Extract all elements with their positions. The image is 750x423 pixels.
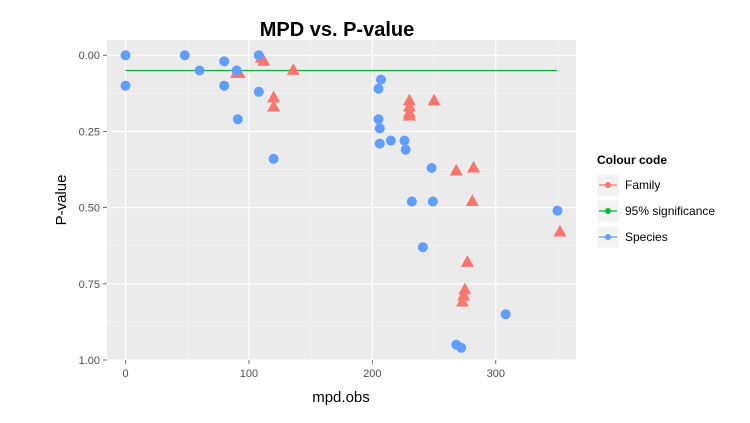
family-point — [455, 294, 469, 307]
species-point — [120, 80, 131, 91]
species-point — [406, 196, 417, 207]
y-tick-label: 0.00 — [79, 50, 100, 62]
legend: Colour code Family 95% significance Specie… — [596, 153, 715, 249]
species-point — [399, 135, 410, 146]
y-axis-title: P-value — [53, 175, 70, 226]
y-tick-label: 0.50 — [79, 203, 100, 215]
y-tick-label: 0.25 — [79, 126, 100, 138]
species-point — [385, 135, 396, 146]
family-point — [267, 90, 281, 103]
species-point — [268, 153, 279, 164]
species-point — [552, 205, 563, 216]
species-point — [232, 114, 243, 125]
species-point — [374, 123, 385, 134]
legend-item: 95% significance — [596, 199, 715, 223]
legend-label: Family — [625, 178, 660, 192]
legend-items: Family 95% significance Species — [596, 173, 715, 249]
legend-label: Species — [625, 230, 668, 244]
species-point — [179, 50, 190, 61]
legend-key-point — [605, 182, 611, 188]
species-point — [417, 242, 428, 253]
legend-key-point — [605, 234, 611, 240]
family-point — [457, 288, 471, 301]
species-point — [374, 138, 385, 149]
x-axis-title: mpd.obs — [312, 389, 370, 406]
species-point — [253, 50, 264, 61]
legend-item: Family — [596, 173, 660, 197]
x-tick-label: 200 — [363, 368, 381, 380]
species-point — [219, 80, 230, 91]
species-point — [373, 83, 384, 94]
species-point — [231, 65, 242, 76]
species-point — [426, 163, 437, 173]
legend-item: Species — [596, 225, 668, 249]
species-point — [373, 114, 384, 125]
family-point — [402, 99, 416, 112]
family-point — [458, 282, 472, 295]
y-tick-label: 0.75 — [79, 279, 100, 291]
species-point — [375, 74, 386, 85]
family-point — [553, 224, 567, 237]
species-point — [120, 50, 131, 61]
family-point — [427, 93, 441, 106]
species-point — [456, 342, 467, 353]
species-point — [219, 56, 230, 67]
y-tick-label: 1.00 — [79, 355, 100, 367]
family-point — [267, 99, 281, 112]
legend-key-point — [605, 208, 611, 214]
species-point — [500, 309, 511, 320]
species-point — [400, 144, 411, 155]
x-tick-label: 0 — [122, 368, 128, 380]
data-points — [120, 50, 567, 353]
family-point — [460, 255, 474, 267]
x-tick-label: 300 — [487, 368, 505, 380]
family-point — [467, 160, 481, 173]
species-point — [194, 65, 205, 76]
x-axis-ticks: 0 100 200 300 — [122, 360, 505, 380]
family-point — [402, 108, 416, 121]
chart-title: MPD vs. P-value — [260, 19, 415, 41]
major-gridlines — [107, 40, 576, 361]
family-point — [257, 54, 271, 66]
family-point — [465, 194, 479, 206]
species-point — [253, 86, 264, 97]
family-point — [402, 93, 416, 106]
x-tick-label: 100 — [240, 368, 258, 380]
family-point — [449, 163, 463, 176]
legend-title: Colour code — [597, 153, 667, 167]
species-point — [427, 196, 438, 207]
y-axis-ticks: 0.00 0.25 0.50 0.75 1.00 — [79, 50, 107, 367]
family-point — [286, 63, 300, 75]
legend-label: 95% significance — [625, 204, 715, 218]
